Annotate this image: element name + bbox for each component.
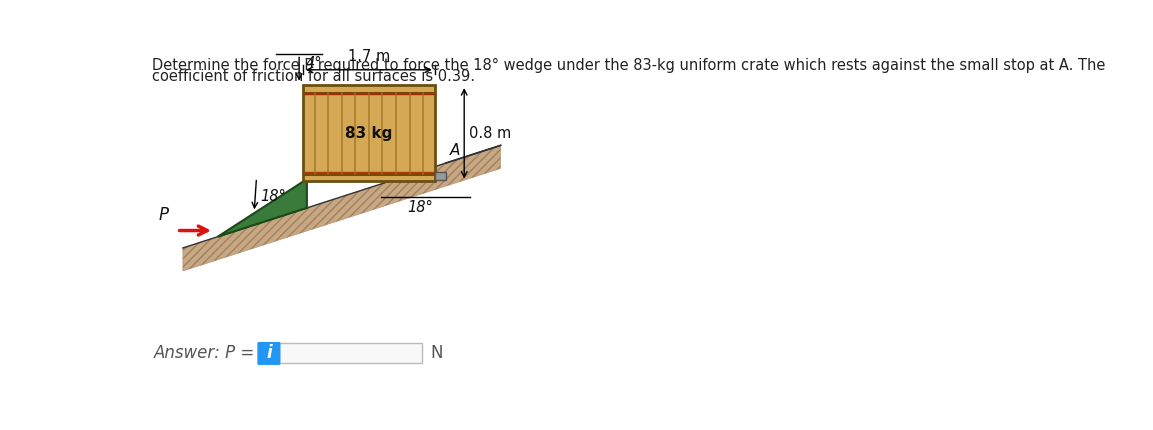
- Text: 83 kg: 83 kg: [345, 126, 392, 141]
- Text: 1.7 m: 1.7 m: [348, 49, 390, 64]
- Text: Answer: P =: Answer: P =: [153, 344, 255, 362]
- Text: i: i: [266, 344, 272, 362]
- Polygon shape: [435, 172, 445, 180]
- Text: 0.8 m: 0.8 m: [469, 126, 511, 141]
- Bar: [303, 85, 435, 181]
- Text: 4°: 4°: [306, 56, 322, 71]
- Text: Determine the force P required to force the 18° wedge under the 83-kg uniform cr: Determine the force P required to force …: [152, 58, 1106, 73]
- FancyBboxPatch shape: [258, 343, 280, 364]
- Text: P: P: [158, 206, 168, 224]
- Text: 18°: 18°: [261, 189, 286, 204]
- Bar: [279, 344, 422, 363]
- Text: N: N: [430, 344, 443, 362]
- Text: 18°: 18°: [408, 200, 434, 215]
- Polygon shape: [218, 179, 307, 237]
- Text: A: A: [450, 143, 460, 158]
- Text: coefficient of friction for all surfaces is 0.39.: coefficient of friction for all surfaces…: [152, 69, 475, 84]
- Polygon shape: [183, 145, 500, 271]
